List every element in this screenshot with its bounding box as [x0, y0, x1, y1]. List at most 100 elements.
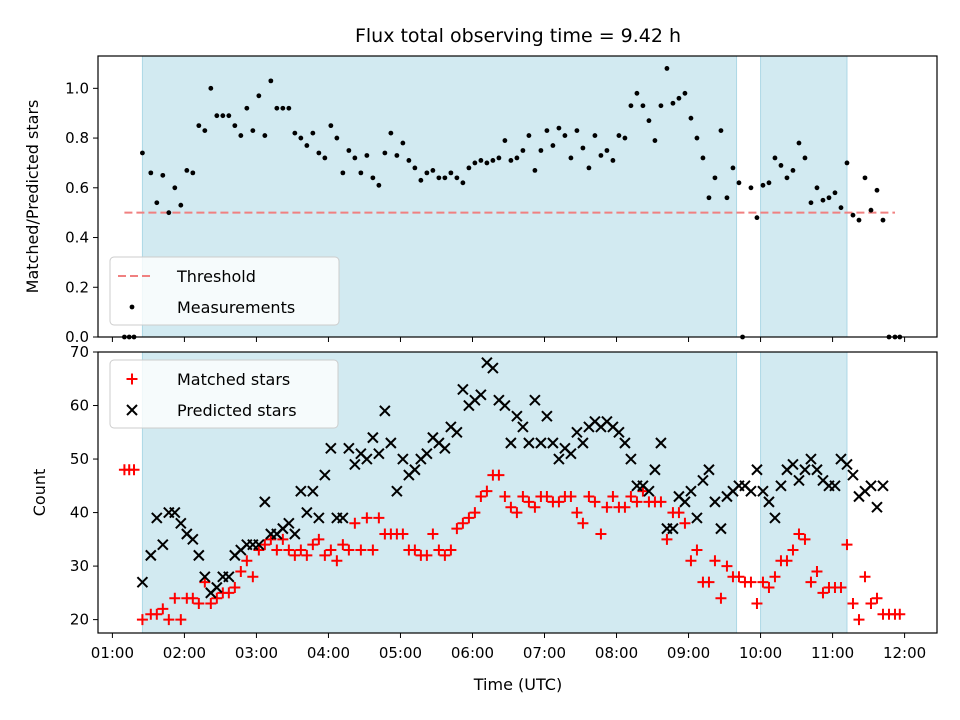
measurement-point — [418, 177, 424, 183]
matched-star-point — [619, 501, 631, 513]
matched-star-point — [433, 544, 445, 556]
matched-star-point — [703, 576, 715, 588]
y-tick-label: 1.0 — [65, 79, 89, 97]
measurement-point — [808, 200, 814, 206]
matched-star-point — [565, 491, 577, 503]
legend-label: Threshold — [176, 267, 256, 286]
matched-star-point — [493, 469, 505, 481]
matched-star-point — [397, 528, 409, 540]
matched-star-point — [163, 614, 175, 626]
predicted-star-point — [211, 581, 223, 594]
predicted-star-point — [391, 485, 403, 497]
measurement-point — [634, 90, 640, 96]
matched-star-point — [325, 544, 337, 556]
predicted-star-point — [625, 453, 637, 465]
bottom-panel: 20 30 40 50 60 70 01:00 02:00 03:00 04:00 05:00 06:… — [30, 343, 938, 662]
measurement-point — [400, 140, 406, 146]
measurement-point — [388, 130, 394, 136]
matched-star-point — [745, 576, 757, 588]
measurement-point — [526, 133, 532, 138]
matched-star-point — [157, 603, 169, 615]
matched-star-point — [247, 571, 259, 583]
measurement-point — [670, 100, 676, 106]
predicted-star-point — [289, 528, 301, 540]
measurement-point — [448, 170, 454, 176]
predicted-star-point — [745, 485, 757, 497]
matched-star-point — [253, 544, 265, 556]
measurement-point — [160, 172, 166, 178]
legend-predicted-handle — [126, 404, 138, 416]
predicted-star-point — [847, 469, 859, 481]
measurement-point — [802, 155, 808, 161]
measurement-point — [754, 215, 760, 221]
measurement-point — [358, 170, 364, 176]
predicted-star-point — [787, 458, 799, 471]
matched-star-point — [894, 608, 906, 620]
measurement-point — [238, 133, 244, 138]
matched-star-point — [445, 544, 457, 556]
x-tick-label: 02:00 — [163, 644, 206, 662]
matched-star-point — [235, 565, 247, 577]
measurement-point — [382, 150, 388, 156]
measurement-point — [172, 185, 178, 191]
measurement-point — [556, 125, 562, 131]
measurement-point — [832, 190, 838, 196]
predicted-star-point — [655, 437, 667, 449]
measurement-point — [214, 113, 220, 119]
matched-star-point — [793, 528, 805, 540]
predicted-star-point — [421, 447, 433, 460]
matched-star-point — [733, 571, 745, 583]
predicted-star-point — [523, 437, 535, 449]
measurement-point — [406, 158, 412, 163]
matched-star-point — [709, 555, 721, 567]
matched-star-point — [757, 576, 769, 588]
measurement-point — [256, 93, 262, 99]
predicted-star-point — [529, 394, 541, 406]
predicted-star-point — [541, 410, 553, 422]
predicted-star-point — [295, 485, 307, 497]
predicted-star-point — [703, 464, 715, 476]
measurement-point — [616, 133, 622, 138]
predicted-star-point — [361, 453, 373, 465]
predicted-star-point — [841, 458, 853, 471]
measurement-point — [280, 105, 286, 111]
matched-star-point — [577, 517, 589, 529]
predicted-star-point — [613, 426, 625, 438]
predicted-star-point — [301, 506, 313, 519]
predicted-star-point — [775, 480, 787, 492]
measurement-point — [148, 170, 154, 176]
predicted-star-point — [439, 442, 451, 455]
x-axis-label: Time (UTC) — [473, 675, 562, 694]
matched-star-point — [128, 464, 140, 476]
predicted-star-point — [349, 458, 361, 471]
x-tick-label: 07:00 — [523, 644, 566, 662]
predicted-star-point — [805, 453, 817, 465]
measurement-point — [364, 153, 370, 158]
predicted-star-point — [811, 464, 823, 476]
predicted-star-point — [535, 437, 547, 449]
matched-star-point — [583, 491, 595, 503]
matched-star-point — [355, 544, 367, 556]
predicted-star-point — [763, 496, 775, 508]
matched-star-point — [367, 544, 379, 556]
matched-star-point — [259, 539, 271, 551]
measurement-point — [598, 153, 604, 158]
measurement-point — [334, 135, 340, 141]
matched-star-point — [481, 485, 493, 497]
x-tick-label: 09:00 — [667, 644, 710, 662]
measurement-point — [436, 175, 442, 181]
predicted-star-point — [793, 474, 805, 487]
measurement-point — [484, 160, 490, 166]
measurement-point — [316, 150, 322, 156]
x-tick-label: 05:00 — [379, 644, 422, 662]
matched-star-point — [679, 517, 691, 529]
x-tick-label: 01:00 — [91, 644, 134, 662]
measurement-point — [298, 135, 304, 141]
matched-star-point — [685, 555, 697, 567]
predicted-star-point — [475, 389, 487, 401]
measurement-point — [544, 128, 550, 134]
predicted-star-point — [799, 464, 811, 476]
predicted-star-point — [223, 571, 235, 583]
measurement-point — [880, 217, 886, 223]
predicted-star-point — [313, 512, 325, 524]
